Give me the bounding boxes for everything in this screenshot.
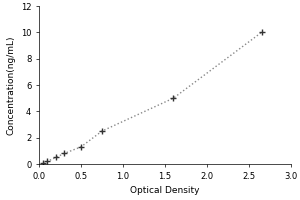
X-axis label: Optical Density: Optical Density [130, 186, 200, 195]
Y-axis label: Concentration(ng/mL): Concentration(ng/mL) [6, 35, 15, 135]
